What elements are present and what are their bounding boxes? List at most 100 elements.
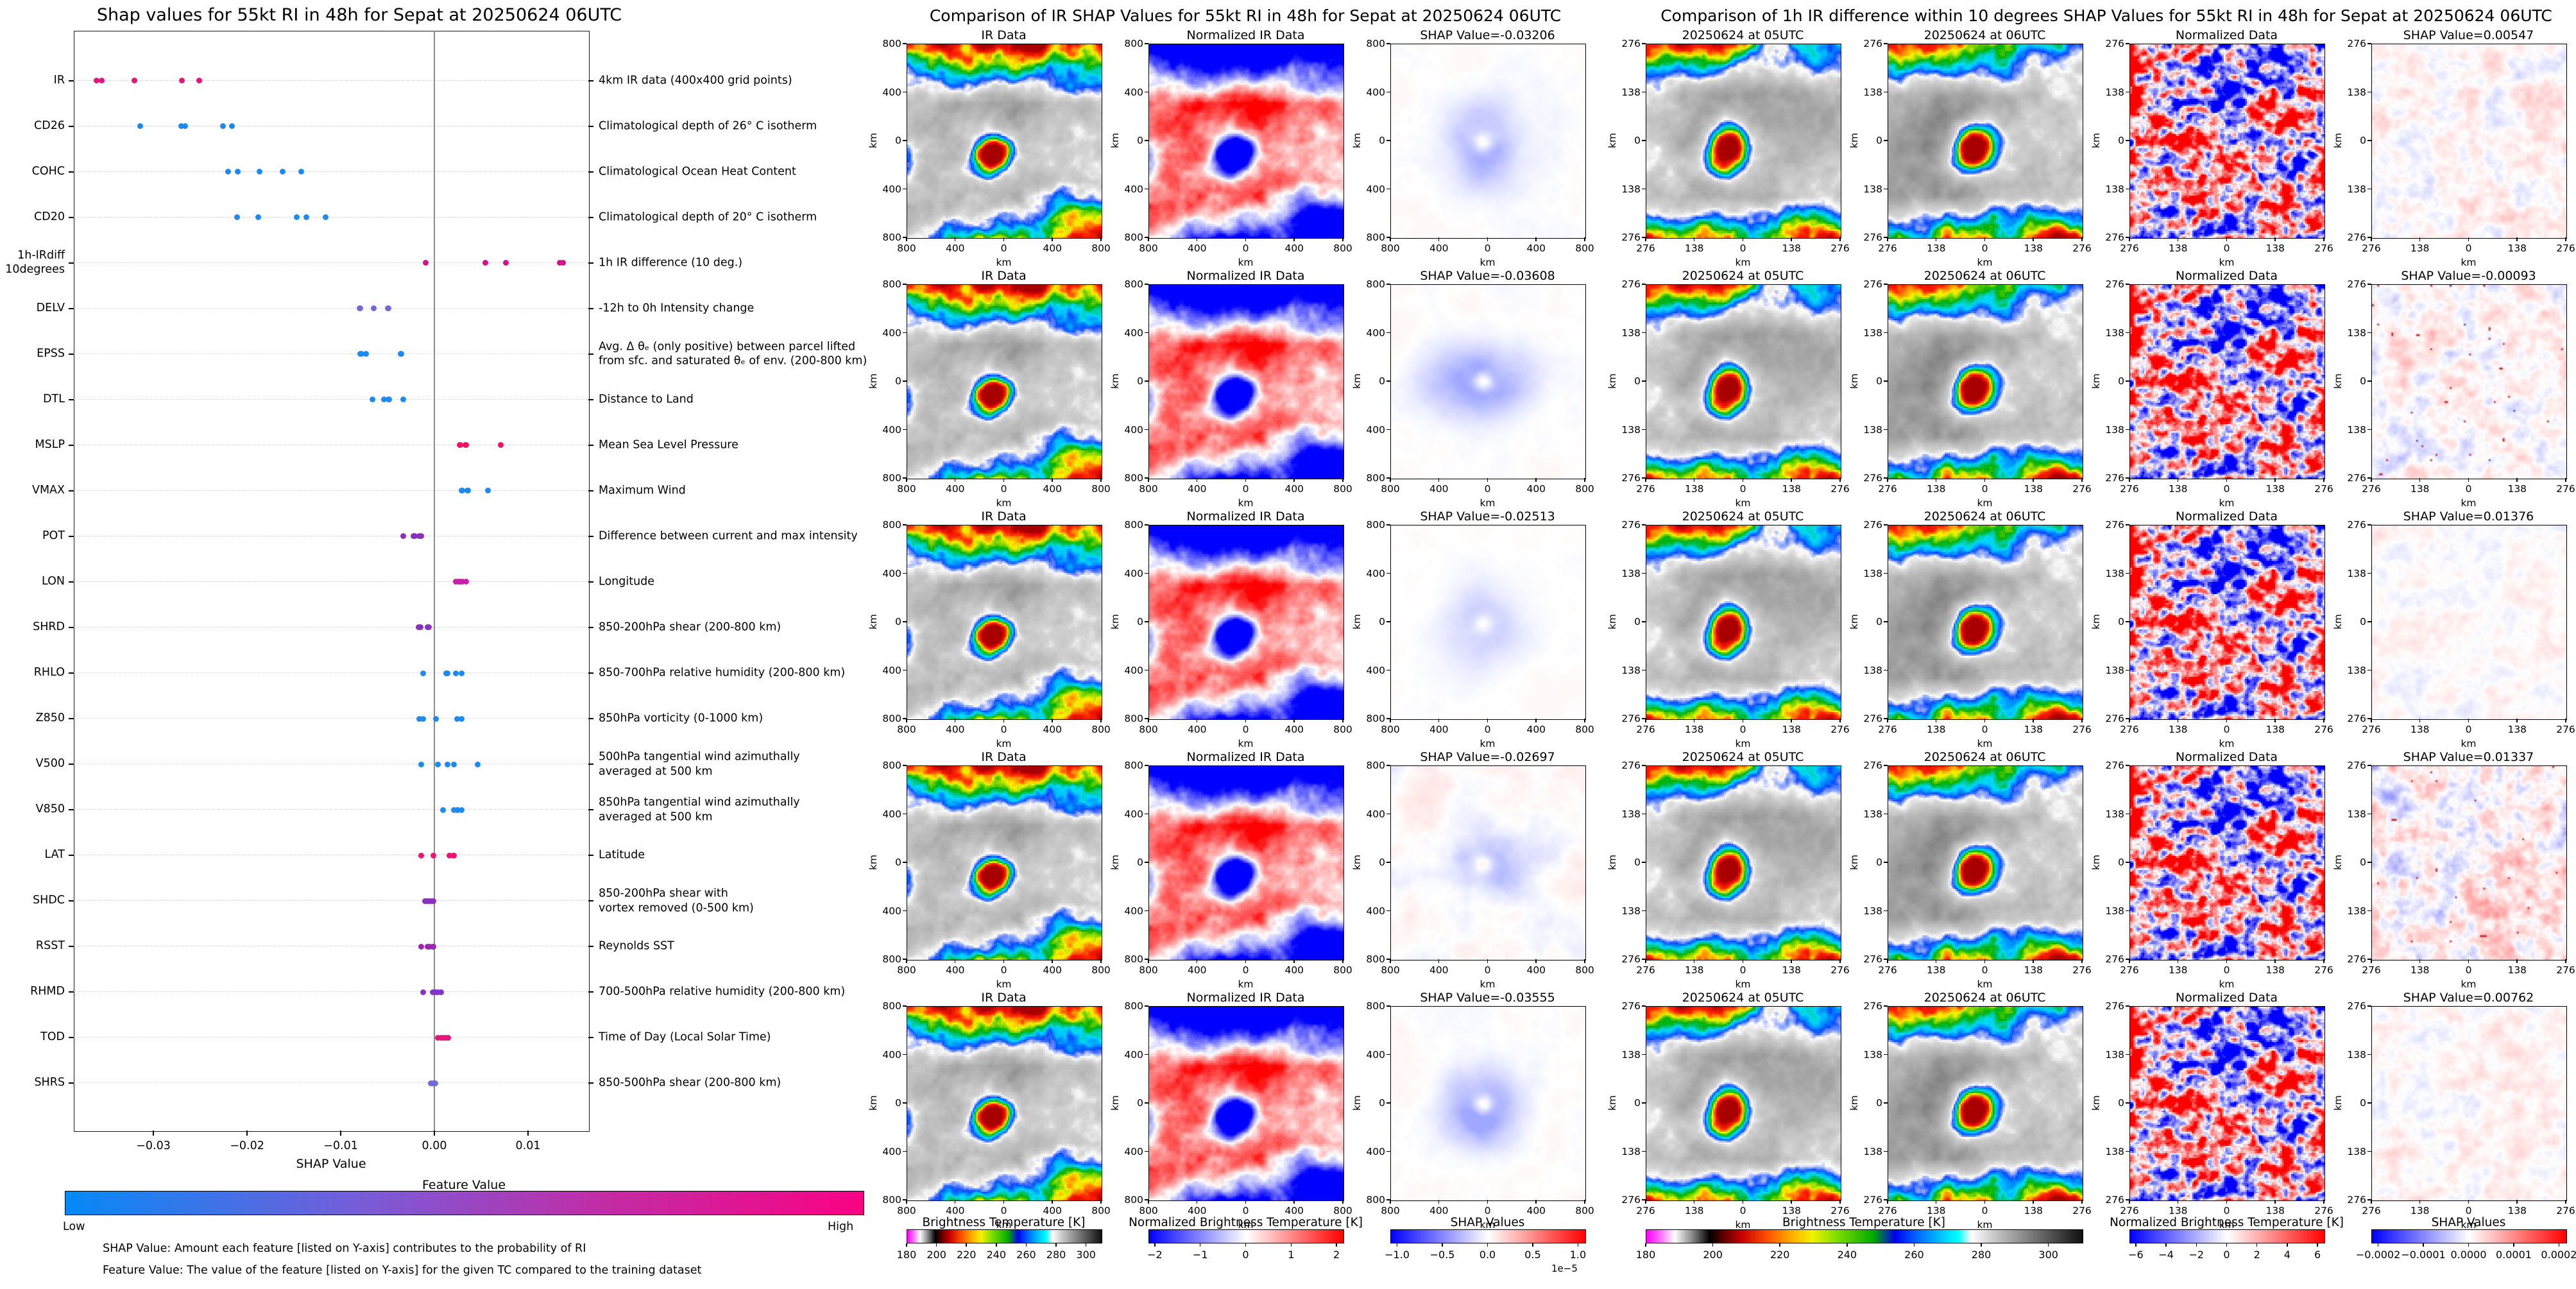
right-tick [588, 946, 593, 948]
map-xaxis-unit: km [2461, 978, 2477, 990]
shap-dot [560, 260, 567, 266]
map-ytick-label: 0 [1876, 857, 1882, 868]
map-xtick [2323, 959, 2324, 963]
map-ytick [2367, 380, 2371, 382]
map-xtick [2323, 237, 2324, 241]
map-xtick [906, 237, 907, 241]
map-ytick [903, 43, 907, 44]
map-canvas-r4_4-row5 [2371, 1006, 2567, 1201]
map-ytick-label: 400 [1366, 183, 1385, 195]
x-tick [246, 1131, 248, 1136]
map-xtick [1742, 237, 1743, 241]
map-xtick-label: 276 [2120, 243, 2139, 254]
map-xtick [1148, 959, 1149, 963]
map-ytick-label: 276 [2105, 1194, 2124, 1206]
right-tick [588, 991, 593, 993]
map-xaxis-unit: km [2461, 257, 2477, 268]
map-xtick [2226, 959, 2227, 963]
map-ytick-label: 276 [1621, 1194, 1641, 1206]
map-yaxis-unit: km [1109, 613, 1121, 630]
map-ytick [2367, 572, 2371, 574]
left-tick [69, 718, 74, 720]
shap-dot [455, 807, 461, 813]
map-xtick-label: 138 [1782, 243, 1802, 254]
map-ytick [1884, 140, 1888, 141]
map-xtick [2419, 478, 2421, 482]
map-ytick-label: 0 [1137, 135, 1143, 146]
map-xtick [2226, 237, 2227, 241]
map-xtick-label: 0 [1981, 483, 1988, 495]
map-title: Normalized Data [2175, 509, 2278, 524]
map-xtick-label: 276 [2072, 243, 2092, 254]
map-ytick [903, 332, 907, 333]
map-xtick-label: 138 [1926, 724, 1946, 735]
map-ytick-label: 138 [1863, 808, 1882, 820]
map-canvas-r2-row3 [1888, 525, 2083, 720]
map-xtick [2419, 959, 2421, 963]
map-title: 20250624 at 06UTC [1923, 509, 2046, 524]
map-xtick [1791, 478, 1792, 482]
map-yaxis-unit: km [2332, 373, 2344, 389]
map-ytick-label: 276 [1863, 1194, 1882, 1206]
map-xtick-label: 400 [1429, 483, 1449, 495]
map-ytick [2367, 669, 2371, 670]
colorbar-tick-label: −0.0001 [2401, 1249, 2446, 1261]
map-ytick [1386, 572, 1390, 574]
shap-dot [418, 533, 425, 540]
x-tick [434, 1131, 435, 1136]
map-ytick-label: 276 [2105, 278, 2124, 290]
beeswarm-title: Shap values for 55kt RI in 48h for Sepat… [96, 5, 622, 25]
map-ytick-label: 400 [1366, 327, 1385, 339]
map-ytick [1145, 91, 1148, 92]
map-ytick-label: 0 [1634, 1097, 1641, 1109]
colorbar-tick-label: −1 [1192, 1249, 1208, 1261]
colorbar-tick [1245, 1243, 1247, 1247]
map-ytick [903, 1102, 907, 1104]
map-xtick [954, 478, 956, 482]
map-xtick-label: 276 [2556, 724, 2575, 735]
map-ytick [903, 477, 907, 479]
shap-dot [219, 123, 226, 130]
shap-dot [451, 761, 457, 767]
map-ytick [1642, 380, 1646, 382]
feature-label-12: SHRD [33, 620, 65, 634]
map-xtick-label: 0 [1981, 724, 1988, 735]
map-xtick-label: 276 [1830, 724, 1850, 735]
map-ytick-label: 276 [2347, 38, 2366, 49]
map-xtick-label: 0 [1981, 243, 1988, 254]
map-ytick [1145, 572, 1148, 574]
map-xtick [1584, 719, 1585, 722]
map-title: SHAP Value=-0.02697 [1420, 750, 1555, 764]
feature-label-5: DELV [36, 301, 65, 314]
map-xtick [1693, 237, 1695, 241]
map-xtick [2516, 237, 2518, 241]
map-xtick [1984, 1200, 1985, 1204]
feature-desc-19: Reynolds SST [599, 939, 674, 953]
map-xtick [2565, 1200, 2566, 1204]
map-yaxis-unit: km [1109, 1095, 1121, 1111]
map-ytick [1145, 237, 1148, 238]
map-xtick-label: 0 [1000, 1205, 1007, 1216]
map-ytick [2126, 477, 2129, 479]
map-xtick [2129, 959, 2130, 963]
colorbar-tick [2135, 1243, 2137, 1247]
map-yaxis-unit: km [2090, 1095, 2102, 1111]
map-yaxis-unit: km [1351, 132, 1363, 149]
shap-dot [225, 169, 232, 175]
colorbar-tick-label: 280 [1971, 1249, 1992, 1261]
feature-label-0: IR [53, 73, 65, 87]
map-ytick [1642, 959, 1646, 960]
map-ytick [1145, 718, 1148, 719]
map-ytick-label: 276 [2347, 1194, 2366, 1206]
feature-label-18: SHDC [33, 894, 65, 907]
shap-dot [465, 488, 472, 494]
map-ytick-label: 0 [1876, 375, 1882, 387]
map-ytick [2367, 959, 2371, 960]
map-xtick [2177, 959, 2179, 963]
colorbar-tick [1154, 1243, 1156, 1247]
map-yaxis-unit: km [1607, 1095, 1618, 1111]
map-ytick-label: 0 [895, 616, 901, 627]
colorbar-title: Brightness Temperature [K] [1782, 1216, 1946, 1229]
map-title: SHAP Value=0.00762 [2403, 991, 2534, 1005]
map-ytick [2367, 524, 2371, 525]
